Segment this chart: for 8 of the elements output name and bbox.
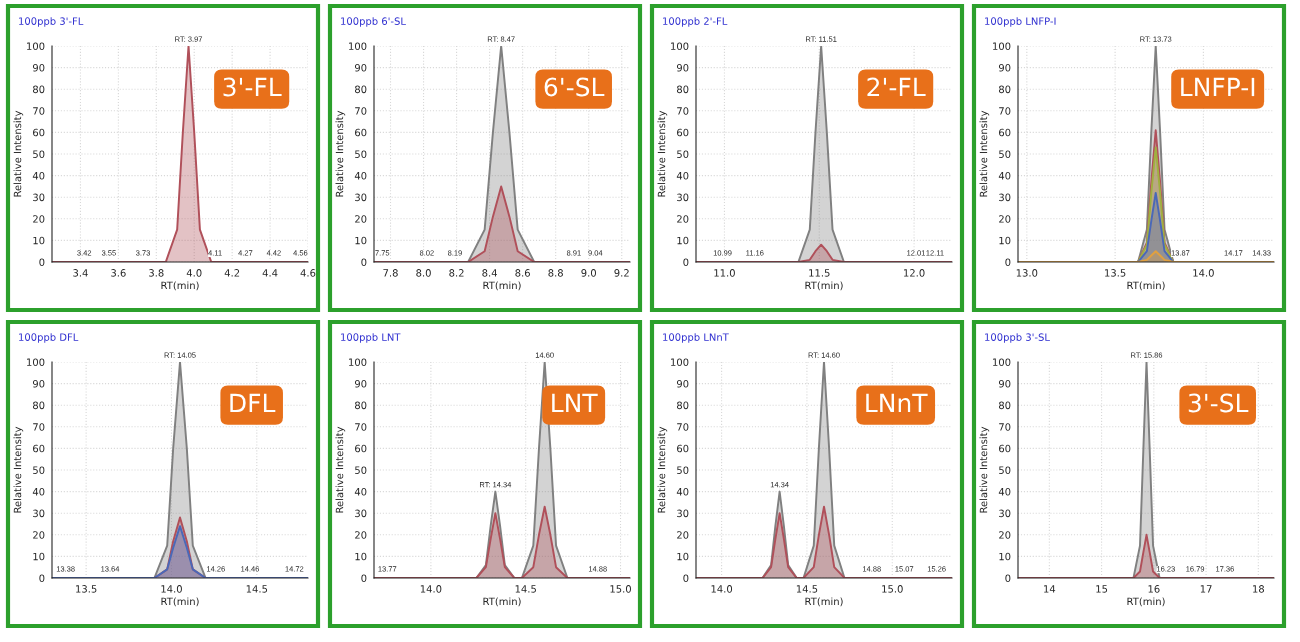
text: LNT xyxy=(552,393,598,413)
text: LNFP-I xyxy=(1181,77,1255,97)
text: 2'-FL xyxy=(867,77,926,97)
text: DFL xyxy=(230,393,276,413)
text: 6'-SL xyxy=(544,77,605,97)
text: 3'-SL xyxy=(1188,393,1249,413)
text: 3'-FL xyxy=(223,77,282,97)
text: LNnT xyxy=(866,393,928,413)
